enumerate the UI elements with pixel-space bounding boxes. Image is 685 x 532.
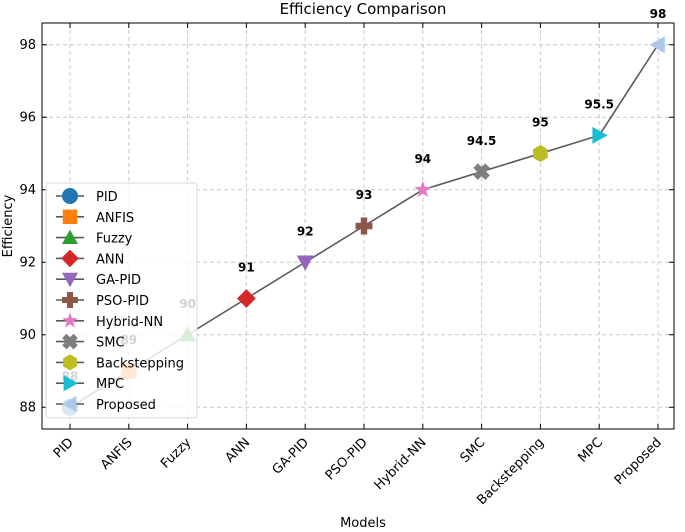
marker-pso-pid: [355, 217, 373, 235]
data-label-mpc: 95.5: [584, 98, 614, 112]
legend-label-ann: ANN: [96, 252, 124, 267]
legend-marker-fuzzy: [62, 229, 78, 244]
data-label-ga-pid: 92: [297, 224, 314, 238]
data-label-ann: 91: [238, 261, 255, 275]
legend-marker-hybrid-nn: [62, 312, 78, 328]
marker-proposed: [649, 36, 665, 54]
marker-mpc: [592, 126, 608, 144]
x-tick-label-pso-pid: PSO-PID: [323, 435, 371, 483]
x-tick-label-hybrid-nn: Hybrid-NN: [372, 435, 430, 493]
legend-label-pid: PID: [96, 190, 118, 205]
legend-marker-pid: [62, 188, 78, 204]
x-tick-label-pid: PID: [51, 435, 77, 461]
legend: PID ANFIS Fuzzy ANN GA-PID PSO-PID Hybrid-NN SM…: [45, 182, 198, 419]
data-label-hybrid-nn: 94: [414, 152, 431, 166]
legend-label-ga-pid: GA-PID: [96, 273, 141, 288]
legend-label-hybrid-nn: Hybrid-NN: [96, 315, 163, 330]
marker-smc: [473, 163, 490, 180]
data-label-backstepping: 95: [532, 116, 549, 130]
marker-ga-pid: [296, 255, 314, 271]
x-tick-label-proposed: Proposed: [612, 435, 665, 488]
legend-marker-smc: [62, 333, 78, 350]
y-tick-label: 88: [19, 400, 36, 415]
x-tick-label-anfis: ANFIS: [98, 435, 136, 473]
x-tick-labels: PID ANFIS Fuzzy ANN GA-PID PSO-PID Hybrid-NN SM…: [51, 435, 665, 508]
legend-marker-backstepping: [63, 354, 77, 371]
x-tick-label-smc: SMC: [458, 435, 489, 466]
data-label-smc: 94.5: [467, 134, 497, 148]
plot-frame: [41, 22, 675, 430]
marker-ann: [237, 289, 256, 308]
legend-marker-ga-pid: [62, 272, 78, 288]
legend-marker-mpc: [63, 375, 78, 392]
legend-marker-proposed: [62, 396, 77, 412]
marker-hybrid-nn: [414, 180, 432, 197]
legend-label-backstepping: Backstepping: [96, 356, 184, 371]
legend-label-smc: SMC: [96, 336, 125, 351]
legend-marker-ann: [61, 249, 79, 268]
y-tick-label: 98: [19, 38, 36, 53]
y-tick-label: 90: [19, 328, 36, 343]
legend-marker-pso-pid: [62, 292, 78, 308]
legend-label-proposed: Proposed: [96, 398, 156, 413]
x-axis-label: Models: [340, 516, 386, 531]
tick-marks: [42, 23, 674, 429]
x-tick-label-ga-pid: GA-PID: [270, 435, 312, 477]
chart-title: Efficiency Comparison: [280, 0, 447, 18]
legend-box: [45, 182, 198, 419]
legend-marker-anfis: [62, 209, 78, 224]
y-tick-label: 96: [19, 110, 36, 125]
data-label-proposed: 98: [650, 7, 667, 21]
y-tick-label: 92: [19, 255, 36, 270]
y-axis-label: Efficiency: [1, 194, 16, 257]
y-tick-labels: 88 90 92 94 96 98: [19, 38, 36, 416]
legend-label-fuzzy: Fuzzy: [96, 232, 133, 247]
legend-label-anfis: ANFIS: [96, 211, 134, 226]
x-tick-label-mpc: MPC: [576, 435, 607, 466]
y-tick-label: 94: [19, 183, 36, 198]
x-tick-label-ann: ANN: [223, 435, 254, 466]
data-label-pso-pid: 93: [356, 188, 373, 202]
x-tick-label-fuzzy: Fuzzy: [158, 435, 195, 472]
marker-backstepping: [533, 145, 548, 162]
legend-label-pso-pid: PSO-PID: [96, 294, 149, 309]
legend-label-mpc: MPC: [96, 377, 124, 392]
